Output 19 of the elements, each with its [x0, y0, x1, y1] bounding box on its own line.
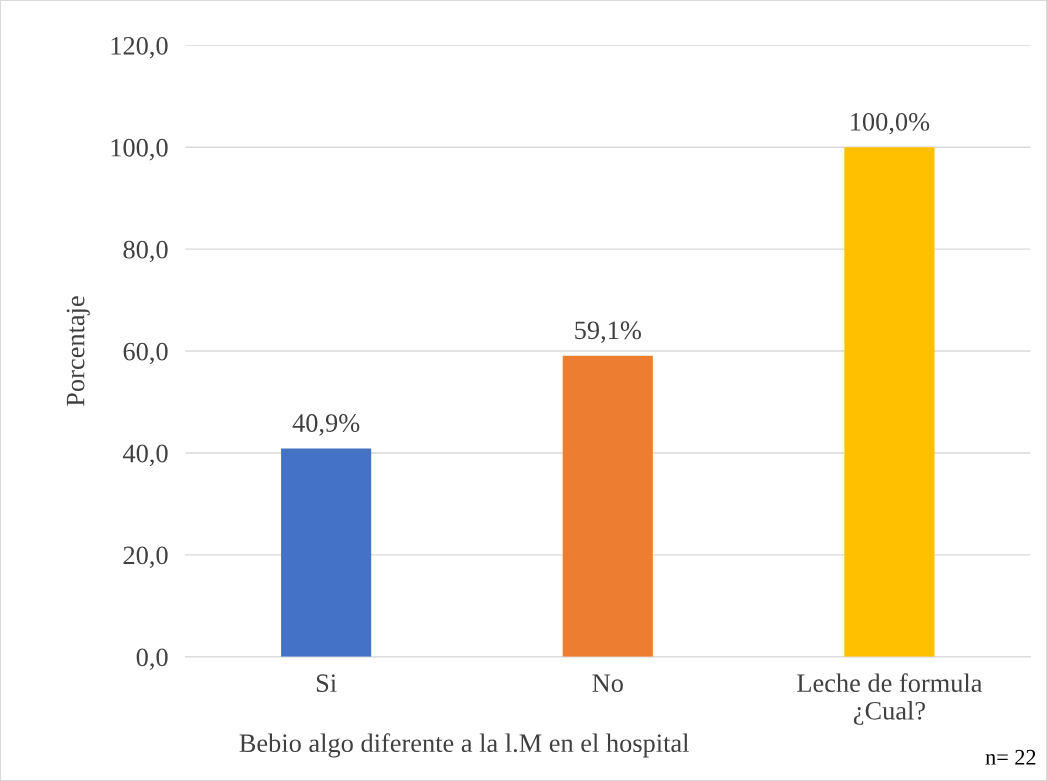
- bar: [562, 355, 653, 657]
- y-axis-title: Porcentaje: [66, 296, 90, 406]
- y-tick-label: 20,0: [123, 546, 168, 569]
- y-tick-label: 60,0: [123, 342, 168, 365]
- x-axis-title: Bebio algo diferente a la l.M en el hospital: [239, 733, 689, 758]
- bar: [844, 147, 935, 657]
- y-tick-label: 40,0: [122, 444, 168, 467]
- y-tick-label: 0,0: [136, 648, 168, 671]
- data-label: 40,9%: [292, 414, 360, 436]
- x-tick-label: Si: [316, 674, 337, 693]
- y-tick-label: 120,0: [111, 36, 168, 59]
- y-tick-label: 80,0: [123, 240, 168, 263]
- x-tick-label: Leche de formula ¿Cual?: [797, 673, 983, 725]
- bar: [281, 448, 372, 657]
- data-label: 59,1%: [575, 321, 641, 343]
- x-tick-label: No: [592, 674, 623, 693]
- y-tick-label: 100,0: [111, 138, 168, 161]
- text: n= 22: [985, 749, 1036, 765]
- data-label: 100,0%: [851, 112, 930, 135]
